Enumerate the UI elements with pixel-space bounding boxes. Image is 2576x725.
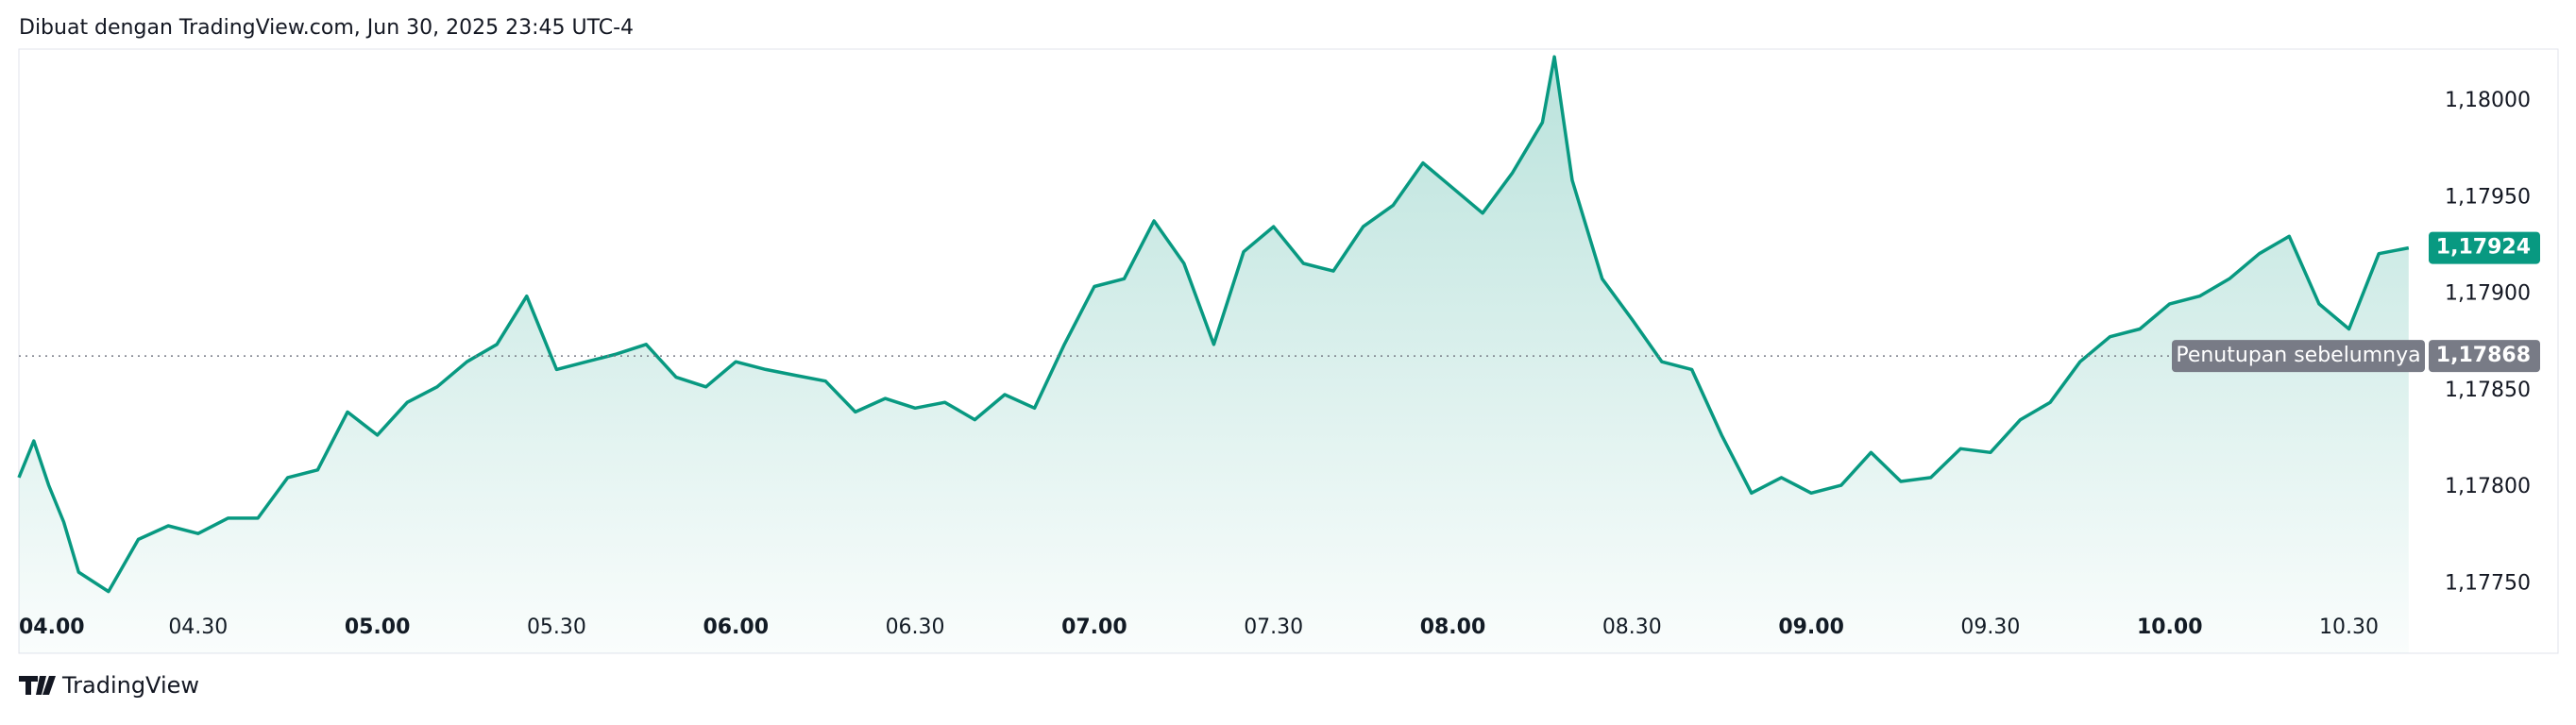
last-price-box xyxy=(2429,231,2540,264)
y-tick-label: 1,17850 xyxy=(2445,379,2531,402)
logo: TradingView xyxy=(19,672,199,699)
footer: TradingView xyxy=(61,672,199,699)
previous-close-name: Penutupan sebelumnya xyxy=(2176,344,2420,367)
y-tick-label: 1,18000 xyxy=(2445,89,2531,112)
area xyxy=(19,57,2409,653)
previous-close-label: 1,17868 xyxy=(2436,344,2531,367)
last-price-label: 1,17924 xyxy=(2436,236,2531,260)
y-tick-label: 1,17900 xyxy=(2445,282,2531,306)
header: Dibuat dengan TradingView.com, Jun 30, 2… xyxy=(19,16,634,40)
previous-close-label-box xyxy=(2429,340,2540,373)
y-tick-label: 1,17750 xyxy=(2445,571,2531,595)
y-tick-label: 1,17800 xyxy=(2445,475,2531,498)
line xyxy=(17,55,2410,594)
previous-close-name-box xyxy=(2172,340,2425,373)
y-tick-label: 1,17950 xyxy=(2445,185,2531,209)
